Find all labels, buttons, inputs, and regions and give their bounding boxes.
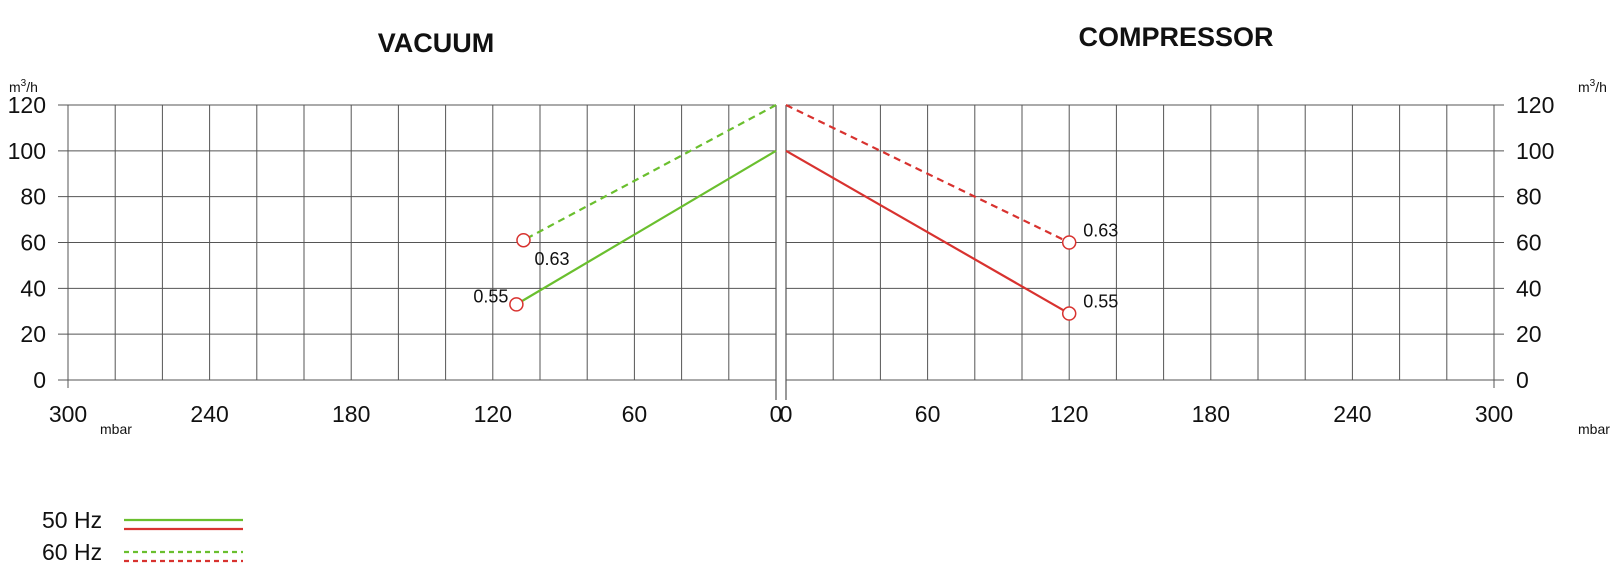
vacuum-x-tick-labels: 300 240 180 120 60 0 [49, 401, 783, 427]
data-label: 0.63 [1083, 221, 1118, 241]
y-tick-label: 40 [20, 275, 46, 301]
y-tick-label: 0 [33, 367, 46, 393]
series-line-solid [515, 149, 777, 306]
left-y-tick-labels: 0 20 40 60 80 100 120 [8, 92, 46, 393]
compressor-grid [785, 104, 1504, 400]
x-tick-label: 60 [915, 401, 941, 427]
y-tick-label: 20 [1516, 321, 1542, 347]
y-tick-label: 40 [1516, 275, 1542, 301]
legend: 50 Hz 60 Hz [42, 507, 243, 565]
right-y-tick-labels: 0 20 40 60 80 100 120 [1516, 92, 1554, 393]
y-tick-label: 100 [8, 138, 46, 164]
series-endpoint-marker [1061, 306, 1077, 321]
x-tick-label: 240 [190, 401, 228, 427]
vacuum-series: 0.55 0.63 [473, 104, 777, 312]
x-tick-label: 0 [770, 401, 783, 427]
left-y-unit: m3/h [9, 78, 38, 95]
legend-label: 60 Hz [42, 539, 102, 565]
vacuum-grid [58, 104, 777, 400]
data-label: 0.55 [1083, 292, 1118, 312]
x-tick-label: 0 [780, 401, 793, 427]
y-tick-label: 80 [20, 184, 46, 210]
y-tick-label: 120 [8, 92, 46, 118]
compressor-title: COMPRESSOR [1078, 22, 1273, 52]
compressor-x-tick-labels: 0 60 120 180 240 300 [780, 401, 1514, 427]
data-label: 0.63 [534, 249, 569, 269]
y-tick-label: 60 [1516, 230, 1542, 256]
x-tick-label: 180 [1192, 401, 1230, 427]
data-label: 0.55 [473, 286, 508, 306]
y-tick-label: 120 [1516, 92, 1554, 118]
right-x-unit: mbar [1578, 421, 1610, 437]
left-x-unit: mbar [100, 421, 132, 437]
vacuum-title: VACUUM [378, 28, 495, 58]
right-y-unit: m3/h [1578, 78, 1607, 95]
y-tick-label: 80 [1516, 184, 1542, 210]
legend-label: 50 Hz [42, 507, 102, 533]
y-tick-label: 20 [20, 321, 46, 347]
series-line-dashed [785, 104, 1070, 244]
x-tick-label: 60 [622, 401, 648, 427]
x-tick-label: 300 [49, 401, 87, 427]
x-tick-label: 120 [1050, 401, 1088, 427]
series-endpoint-marker [509, 297, 524, 312]
y-tick-label: 60 [20, 230, 46, 256]
x-tick-label: 180 [332, 401, 370, 427]
compressor-series: 0.55 0.63 [785, 104, 1118, 321]
series-endpoint-marker [516, 232, 531, 248]
series-line-solid [785, 149, 1070, 315]
y-tick-label: 0 [1516, 367, 1529, 393]
x-tick-label: 240 [1333, 401, 1371, 427]
y-tick-label: 100 [1516, 138, 1554, 164]
x-tick-label: 120 [474, 401, 512, 427]
x-tick-label: 300 [1475, 401, 1513, 427]
series-endpoint-marker [1061, 235, 1077, 250]
